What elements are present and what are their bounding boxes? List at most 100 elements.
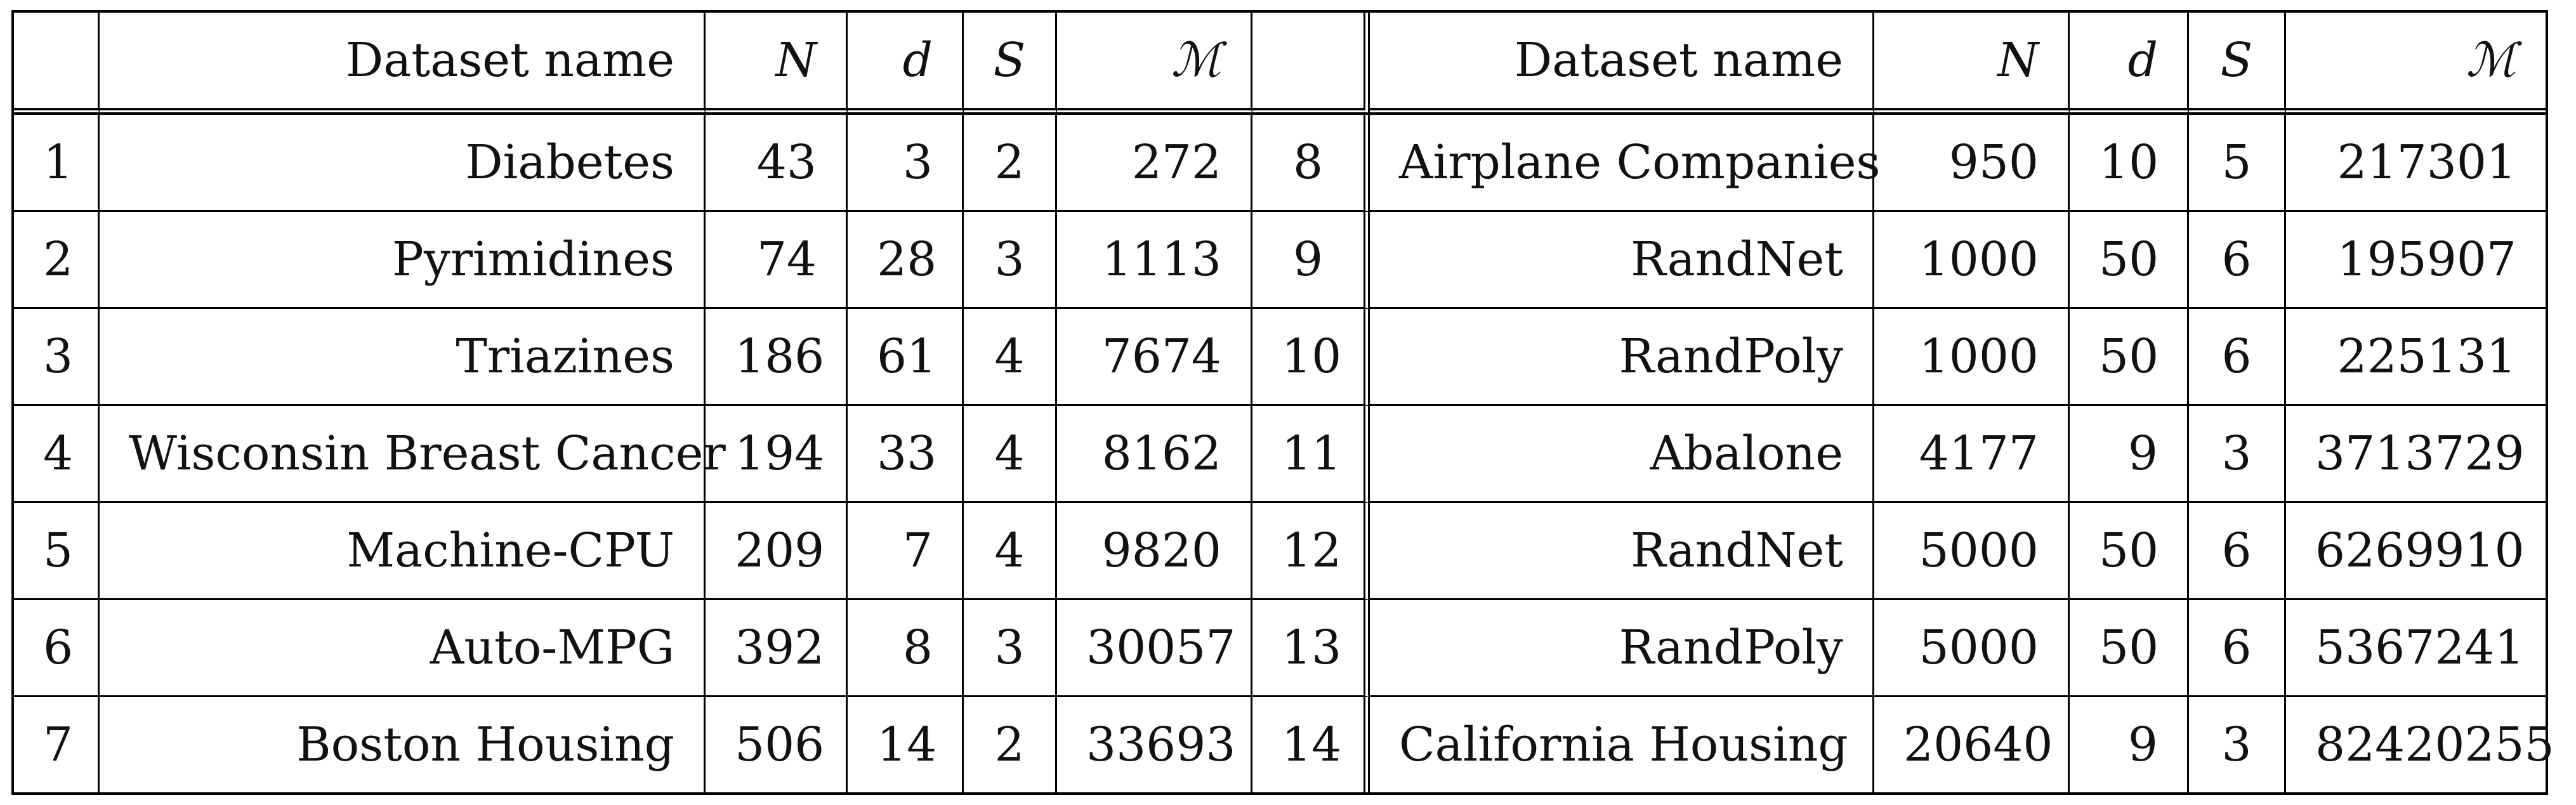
value-n: 186 [706, 309, 848, 406]
row-index: 2 [14, 212, 100, 309]
value-m: 6269910 [2286, 503, 2546, 600]
dataset-name: Diabetes [100, 115, 706, 212]
value-m: 7674 [1057, 309, 1252, 406]
header-m-right: ℳ [2286, 13, 2546, 115]
row-index: 8 [1252, 115, 1370, 212]
row-index: 5 [14, 503, 100, 600]
value-m: 9820 [1057, 503, 1252, 600]
value-s: 3 [2189, 406, 2286, 503]
value-n: 506 [706, 697, 848, 792]
value-m: 3713729 [2286, 406, 2546, 503]
value-n: 1000 [1874, 309, 2070, 406]
dataset-name: Pyrimidines [100, 212, 706, 309]
value-s: 3 [964, 212, 1057, 309]
value-n: 20640 [1874, 697, 2070, 792]
value-m: 82420255 [2315, 717, 2554, 772]
value-m: 5367241 [2286, 600, 2546, 697]
value-n: 4177 [1874, 406, 2070, 503]
row-index: 12 [1252, 503, 1370, 600]
value-s: 4 [964, 309, 1057, 406]
header-index-right [1252, 13, 1370, 115]
dataset-name: California Housing [1370, 697, 1874, 792]
header-n: N [706, 13, 848, 115]
value-s: 6 [2189, 600, 2286, 697]
header-index [14, 13, 100, 115]
value-m: 225131 [2286, 309, 2546, 406]
header-m: ℳ [1057, 13, 1252, 115]
value-s: 2 [964, 697, 1057, 792]
value-d: 61 [848, 309, 964, 406]
value-s: 2 [964, 115, 1057, 212]
datasets-table: Dataset name N d S ℳ Dataset name N d S … [11, 10, 2554, 795]
row-index: 13 [1252, 600, 1370, 697]
value-n: 950 [1874, 115, 2070, 212]
row-index: 11 [1252, 406, 1370, 503]
value-n: 209 [706, 503, 848, 600]
value-d: 9 [2070, 697, 2189, 792]
table-row: 6 Auto-MPG 392 8 3 30057 13 RandPoly 500… [14, 600, 2546, 697]
value-d: 10 [2070, 115, 2189, 212]
row-index: 7 [14, 697, 100, 792]
dataset-name: RandNet [1370, 212, 1874, 309]
value-s: 4 [964, 503, 1057, 600]
row-index: 6 [14, 600, 100, 697]
value-n: 392 [706, 600, 848, 697]
value-m: 33693 [1057, 697, 1252, 792]
header-d-right: d [2070, 13, 2189, 115]
value-d: 50 [2070, 309, 2189, 406]
dataset-name: Abalone [1370, 406, 1874, 503]
header-dataset-name: Dataset name [100, 13, 706, 115]
value-d: 50 [2070, 212, 2189, 309]
table-row: 4 Wisconsin Breast Cancer 194 33 4 8162 … [14, 406, 2546, 503]
dataset-name: Auto-MPG [100, 600, 706, 697]
value-s: 6 [2189, 309, 2286, 406]
value-m: 272 [1057, 115, 1252, 212]
header-n-right: N [1874, 13, 2070, 115]
value-n: 74 [706, 212, 848, 309]
header-s-right: S [2189, 13, 2286, 115]
table-row: 5 Machine-CPU 209 7 4 9820 12 RandNet 50… [14, 503, 2546, 600]
value-m: 217301 [2286, 115, 2546, 212]
dataset-name: Machine-CPU [100, 503, 706, 600]
value-n: 5000 [1874, 600, 2070, 697]
row-index: 4 [14, 406, 100, 503]
dataset-name: RandPoly [1370, 600, 1874, 697]
dataset-name: RandPoly [1370, 309, 1874, 406]
value-m: 30057 [1057, 600, 1252, 697]
dataset-name: Wisconsin Breast Cancer [100, 406, 726, 503]
row-index: 1 [14, 115, 100, 212]
value-m: 195907 [2286, 212, 2546, 309]
row-index: 10 [1252, 309, 1370, 406]
table-row: 3 Triazines 186 61 4 7674 10 RandPoly 10… [14, 309, 2546, 406]
table-row: 2 Pyrimidines 74 28 3 1113 9 RandNet 100… [14, 212, 2546, 309]
value-d: 7 [848, 503, 964, 600]
dataset-name: RandNet [1370, 503, 1874, 600]
table-row: 1 Diabetes 43 3 2 272 8 Airplane Compani… [14, 115, 2546, 212]
value-s: 3 [964, 600, 1057, 697]
value-s: 6 [2189, 212, 2286, 309]
dataset-name: Airplane Companies [1370, 115, 1881, 212]
value-d: 28 [848, 212, 964, 309]
value-d: 33 [848, 406, 964, 503]
value-d: 14 [848, 697, 964, 792]
value-s: 4 [964, 406, 1057, 503]
row-index: 3 [14, 309, 100, 406]
header-s: S [964, 13, 1057, 115]
header-d: d [848, 13, 964, 115]
value-n: 5000 [1874, 503, 2070, 600]
value-s: 6 [2189, 503, 2286, 600]
row-index: 9 [1252, 212, 1370, 309]
value-d: 50 [2070, 600, 2189, 697]
value-s: 5 [2189, 115, 2286, 212]
header-dataset-name-right: Dataset name [1370, 13, 1874, 115]
value-m: 8162 [1057, 406, 1252, 503]
header-row: Dataset name N d S ℳ Dataset name N d S … [14, 13, 2546, 115]
value-d: 8 [848, 600, 964, 697]
value-m: 1113 [1057, 212, 1252, 309]
value-n: 1000 [1874, 212, 2070, 309]
table-row: 7 Boston Housing 506 14 2 33693 14 Calif… [14, 697, 2554, 792]
value-n: 43 [706, 115, 848, 212]
dataset-name: Triazines [100, 309, 706, 406]
value-n: 194 [706, 406, 848, 503]
value-d: 50 [2070, 503, 2189, 600]
